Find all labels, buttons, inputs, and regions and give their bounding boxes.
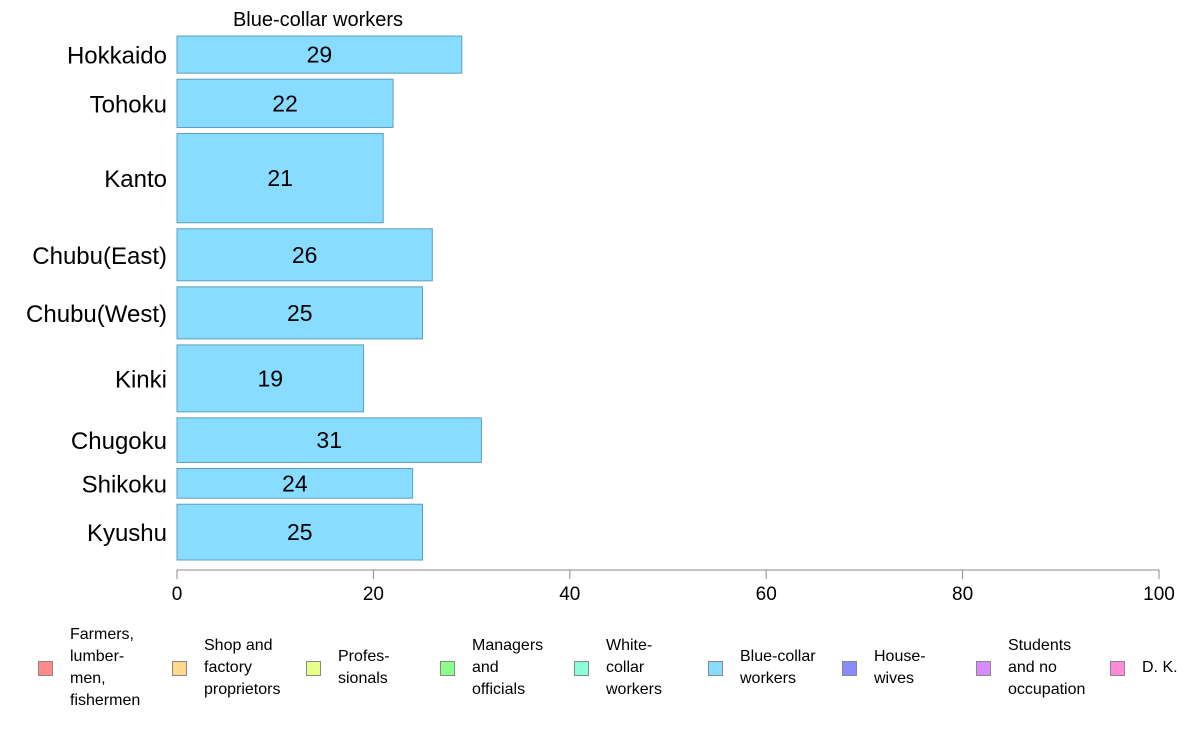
legend-item-professionals: Profes- sionals xyxy=(306,618,440,718)
bar-value-label: 24 xyxy=(282,470,308,496)
legend-label: Students and no occupation xyxy=(1008,637,1086,698)
legend-item-housewives: House- wives xyxy=(842,618,976,718)
category-label: Chugoku xyxy=(71,428,167,455)
legend-label: D. K. xyxy=(1142,659,1178,676)
legend-item-managers: Managers and officials xyxy=(440,618,574,718)
legend-item-shop-proprietors: Shop and factory proprietors xyxy=(172,618,306,718)
legend-label: Farmers, lumber- men, fishermen xyxy=(70,626,141,709)
legend-swatch xyxy=(842,660,857,676)
legend-label: Shop and factory proprietors xyxy=(204,637,281,698)
x-tick-label: 20 xyxy=(363,584,384,605)
bar xyxy=(176,467,414,499)
bar-value-label: 22 xyxy=(272,90,298,116)
bar-value-label: 25 xyxy=(287,300,313,326)
bar xyxy=(176,133,384,224)
x-tick-label: 60 xyxy=(756,584,777,605)
bar-chart: Blue-collar workers 29 Hokkaido 22 Tohoku 21… xyxy=(26,9,1175,605)
legend-swatch xyxy=(976,660,991,676)
legend-swatch xyxy=(172,660,187,676)
bar xyxy=(176,417,482,463)
bar xyxy=(176,228,433,282)
x-axis: 0 20 40 60 80 100 xyxy=(172,569,1175,605)
legend-item-blue-collar: Blue-collar workers xyxy=(708,618,842,718)
bar xyxy=(176,35,463,74)
legend-label: House- wives xyxy=(874,648,926,687)
bar-value-label: 29 xyxy=(307,42,333,68)
legend-item-dk: D. K. xyxy=(1110,618,1180,718)
category-label: Chubu(East) xyxy=(32,243,167,270)
x-tick-label: 100 xyxy=(1143,584,1175,605)
bar-value-label: 21 xyxy=(267,165,293,191)
category-label: Shikoku xyxy=(82,471,167,498)
x-tick-label: 80 xyxy=(952,584,973,605)
legend-swatch xyxy=(708,660,723,676)
chart-title: Blue-collar workers xyxy=(233,9,403,31)
legend-swatch xyxy=(1110,660,1125,676)
bar-value-label: 25 xyxy=(287,519,313,545)
category-label: Kinki xyxy=(115,366,167,393)
legend-label: White- collar workers xyxy=(606,637,663,698)
bar xyxy=(176,286,423,340)
legend-item-farmers: Farmers, lumber- men, fishermen xyxy=(38,618,172,718)
category-label: Kyushu xyxy=(87,520,167,547)
legend-label: Blue-collar workers xyxy=(740,648,816,687)
legend: Farmers, lumber- men, fishermen Shop and… xyxy=(0,618,1188,728)
x-tick-label: 40 xyxy=(559,584,580,605)
category-label: Kanto xyxy=(104,166,167,193)
category-label: Tohoku xyxy=(90,91,167,118)
bar-value-label: 31 xyxy=(316,427,342,453)
bar-value-label: 26 xyxy=(292,242,318,268)
legend-item-students: Students and no occupation xyxy=(976,618,1110,718)
legend-swatch xyxy=(306,660,321,676)
bar xyxy=(176,78,394,129)
legend-label: Managers and officials xyxy=(472,637,544,698)
bar xyxy=(176,503,423,561)
category-label: Hokkaido xyxy=(67,43,167,70)
legend-label: Profes- sionals xyxy=(338,648,390,687)
legend-swatch xyxy=(38,660,53,676)
legend-swatch xyxy=(440,660,455,676)
bar xyxy=(176,344,365,413)
bars-layer: 29 Hokkaido 22 Tohoku 21 Kanto 26 Chubu(East) 25… xyxy=(26,35,482,561)
legend-item-white-collar: White- collar workers xyxy=(574,618,708,718)
category-label: Chubu(West) xyxy=(26,301,167,328)
bar-value-label: 19 xyxy=(257,365,283,391)
x-tick-label: 0 xyxy=(172,584,183,605)
legend-swatch xyxy=(574,660,589,676)
